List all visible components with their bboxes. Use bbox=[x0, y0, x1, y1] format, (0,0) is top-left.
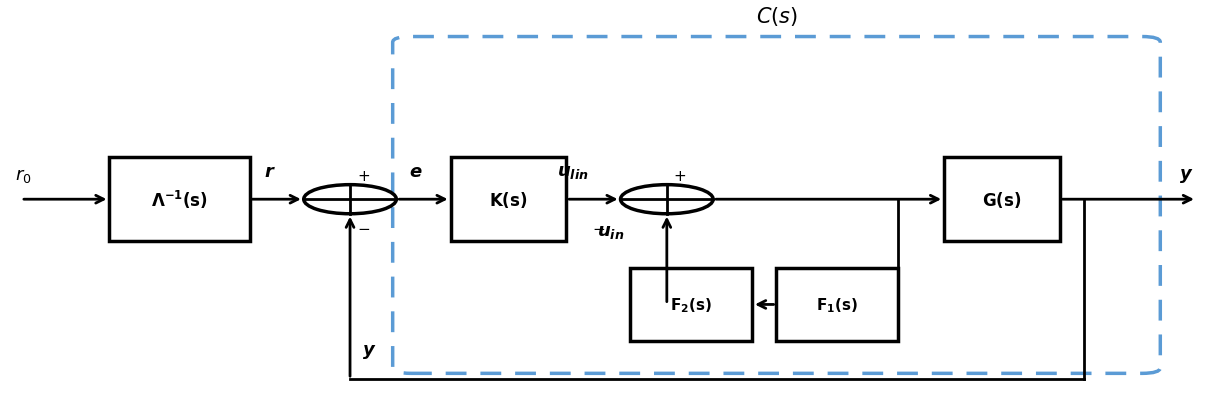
Text: +: + bbox=[673, 169, 687, 184]
Text: $\mathbf{K(s)}$: $\mathbf{K(s)}$ bbox=[490, 190, 528, 210]
Text: $\boldsymbol{y}$: $\boldsymbol{y}$ bbox=[362, 342, 377, 360]
Bar bbox=[630, 268, 752, 341]
Text: −: − bbox=[592, 221, 606, 237]
Text: $\mathbf{F_1(s)}$: $\mathbf{F_1(s)}$ bbox=[816, 296, 858, 314]
Text: +: + bbox=[357, 169, 370, 184]
Text: $\boldsymbol{u}_{\boldsymbol{in}}$: $\boldsymbol{u}_{\boldsymbol{in}}$ bbox=[597, 223, 625, 241]
Text: $\mathit{C}(\mathit{s})$: $\mathit{C}(\mathit{s})$ bbox=[755, 5, 798, 28]
Text: $\mathbf{\Lambda^{-1}(s)}$: $\mathbf{\Lambda^{-1}(s)}$ bbox=[151, 189, 208, 211]
Circle shape bbox=[304, 185, 397, 214]
Bar bbox=[109, 158, 250, 242]
Text: $\mathbf{F_2(s)}$: $\mathbf{F_2(s)}$ bbox=[670, 296, 712, 314]
Text: $\mathbf{G(s)}$: $\mathbf{G(s)}$ bbox=[983, 190, 1022, 210]
Text: $\boldsymbol{u}_{\boldsymbol{lin}}$: $\boldsymbol{u}_{\boldsymbol{lin}}$ bbox=[557, 163, 589, 180]
Bar bbox=[944, 158, 1060, 242]
Bar bbox=[450, 158, 567, 242]
Text: $\boldsymbol{r}$: $\boldsymbol{r}$ bbox=[264, 163, 277, 180]
Text: −: − bbox=[357, 221, 370, 237]
Text: $\boldsymbol{y}$: $\boldsymbol{y}$ bbox=[1179, 166, 1193, 184]
Bar bbox=[776, 268, 898, 341]
Circle shape bbox=[621, 185, 714, 214]
Text: $\boldsymbol{e}$: $\boldsymbol{e}$ bbox=[409, 163, 422, 180]
Text: $r_0$: $r_0$ bbox=[15, 166, 32, 184]
